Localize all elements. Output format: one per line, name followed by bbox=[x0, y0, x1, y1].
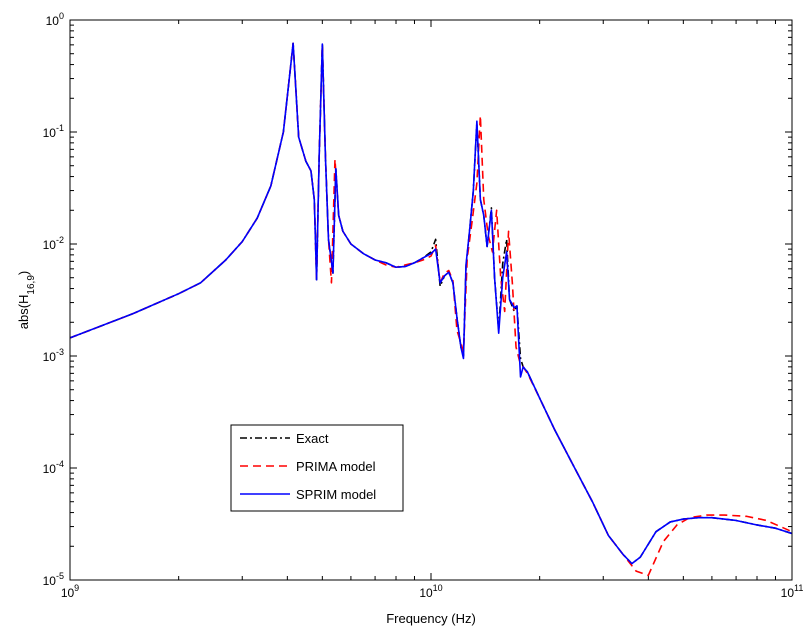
legend: Exact PRIMA model SPRIM model bbox=[230, 424, 404, 512]
legend-label-prima-model: PRIMA model bbox=[296, 459, 376, 474]
y-tick-exponent: -1 bbox=[56, 123, 64, 133]
x-tick-label: 1011 bbox=[781, 583, 804, 600]
x-axis-label: Frequency (Hz) bbox=[386, 611, 476, 626]
y-tick-base: 10 bbox=[43, 126, 57, 140]
y-tick-base: 10 bbox=[43, 238, 57, 252]
y-tick-base: 10 bbox=[43, 574, 57, 588]
y-tick-base: 10 bbox=[43, 462, 57, 476]
y-axis-label-subscript: 16,9 bbox=[26, 275, 37, 295]
y-axis-label: abs(H16,9) bbox=[16, 271, 37, 330]
y-tick-label: 10-2 bbox=[43, 235, 64, 252]
y-tick-base: 10 bbox=[46, 14, 60, 28]
series-line-sprim-model bbox=[69, 42, 793, 565]
y-tick-label: 10-1 bbox=[43, 123, 64, 140]
y-axis-label-prefix: abs(H bbox=[16, 295, 31, 330]
y-tick-exponent: -5 bbox=[56, 571, 64, 581]
x-tick-exponent: 9 bbox=[74, 583, 79, 593]
x-tick-label: 109 bbox=[61, 583, 79, 600]
plot-area bbox=[70, 20, 792, 580]
y-tick-exponent: -4 bbox=[56, 459, 64, 469]
y-axis-label-suffix: ) bbox=[16, 271, 31, 275]
x-tick-label: 1010 bbox=[419, 583, 442, 600]
legend-entries: Exact PRIMA model SPRIM model bbox=[240, 431, 376, 502]
series-lines bbox=[69, 42, 793, 577]
x-tick-exponent: 11 bbox=[794, 583, 803, 593]
y-tick-exponent: -2 bbox=[56, 235, 64, 245]
x-tick-base: 10 bbox=[61, 586, 75, 600]
y-tick-exponent: -3 bbox=[56, 347, 64, 357]
plot-frame bbox=[69, 19, 793, 581]
legend-label-sprim-model: SPRIM model bbox=[296, 487, 376, 502]
y-tick-exponent: 0 bbox=[59, 11, 64, 21]
y-tick-label: 10-5 bbox=[43, 571, 64, 588]
axis-ticks bbox=[69, 20, 792, 581]
y-tick-base: 10 bbox=[43, 350, 57, 364]
legend-box bbox=[230, 424, 404, 512]
y-tick-label: 100 bbox=[46, 11, 64, 28]
legend-label-exact: Exact bbox=[296, 431, 329, 446]
y-tick-label: 10-4 bbox=[43, 459, 64, 476]
x-tick-base: 10 bbox=[781, 586, 795, 600]
y-tick-label: 10-3 bbox=[43, 347, 64, 364]
x-tick-labels: 109 1010 1011 bbox=[61, 583, 804, 600]
x-tick-base: 10 bbox=[419, 586, 433, 600]
x-tick-exponent: 10 bbox=[433, 583, 443, 593]
